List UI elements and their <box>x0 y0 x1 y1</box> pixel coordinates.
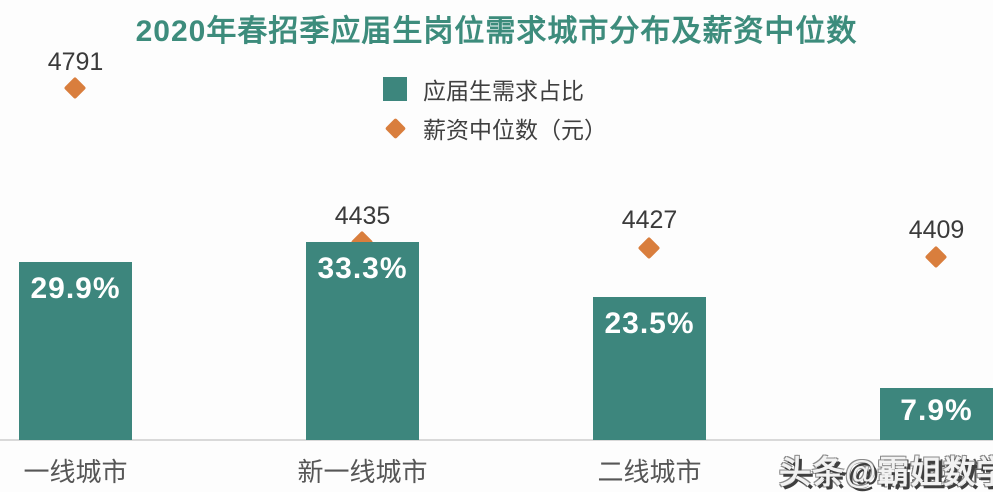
category-label: 三线城市 <box>884 457 989 487</box>
legend: 应届生需求占比 薪资中位数（元） <box>383 76 607 154</box>
legend-item-salary: 薪资中位数（元） <box>383 115 607 143</box>
salary-diamond-icon <box>63 76 87 100</box>
salary-value-label: 4791 <box>47 48 104 76</box>
category-label: 新一线城市 <box>297 457 428 487</box>
salary-value-label: 4409 <box>908 216 965 244</box>
legend-label-salary: 薪资中位数（元） <box>423 117 607 143</box>
category-label: 二线城市 <box>597 457 702 487</box>
bar-group-new-tier1: 4435 33.3% 新一线城市 <box>297 0 427 492</box>
salary-diamond-icon <box>924 245 948 269</box>
bar-group-tier2: 4427 23.5% 二线城市 <box>593 0 706 492</box>
chart-title: 2020年春招季应届生岗位需求城市分布及薪资中位数 <box>135 15 858 48</box>
legend-item-demand: 应届生需求占比 <box>383 76 607 104</box>
bar-percent-label: 33.3% <box>317 252 408 285</box>
bar-percent-label: 29.9% <box>30 272 121 305</box>
legend-label-demand: 应届生需求占比 <box>423 78 584 104</box>
x-axis-line <box>0 439 993 441</box>
salary-diamond-icon <box>637 236 661 260</box>
demand-bar: 23.5% <box>593 297 706 440</box>
demand-bar: 29.9% <box>19 262 132 440</box>
demand-square-icon <box>383 77 407 101</box>
bar-percent-label: 23.5% <box>604 307 695 340</box>
salary-value-label: 4435 <box>334 202 391 230</box>
bar-group-tier1: 4791 29.9% 一线城市 <box>19 0 132 492</box>
salary-value-label: 4427 <box>621 206 678 234</box>
bar-group-tier3: 4409 7.9% 三线城市 <box>880 0 993 492</box>
category-label: 一线城市 <box>23 457 128 487</box>
bar-percent-label: 7.9% <box>900 394 973 427</box>
watermark-text: 头条@霸姐数学 <box>779 454 993 490</box>
demand-bar: 33.3% <box>306 242 419 440</box>
demand-bar: 7.9% <box>880 388 993 440</box>
